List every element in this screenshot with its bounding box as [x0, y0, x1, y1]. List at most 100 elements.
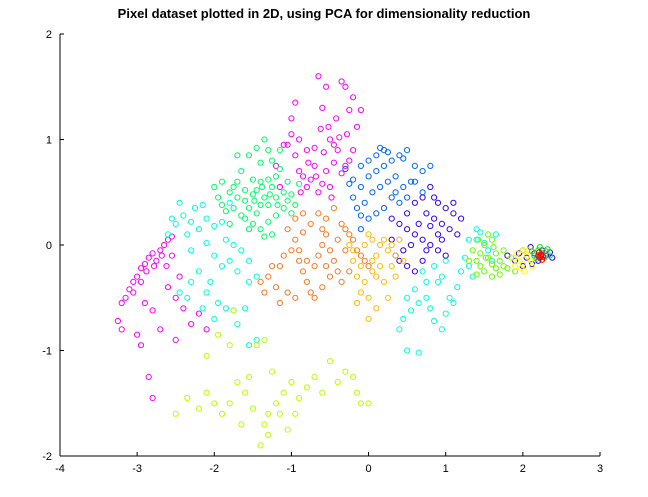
- data-point: [330, 205, 337, 212]
- data-point: [350, 257, 357, 264]
- data-point: [296, 394, 303, 402]
- data-point: [527, 256, 534, 263]
- data-point: [188, 321, 195, 328]
- data-point: [276, 263, 283, 270]
- data-point: [114, 317, 122, 325]
- data-point: [180, 212, 187, 219]
- data-point: [326, 273, 334, 280]
- data-point: [496, 271, 503, 278]
- data-point: [245, 152, 253, 159]
- data-point: [274, 201, 281, 208]
- data-point: [423, 294, 430, 301]
- data-point: [296, 168, 303, 175]
- data-point: [257, 278, 264, 285]
- data-point: [342, 162, 349, 169]
- data-point: [265, 431, 272, 438]
- data-point: [477, 250, 484, 257]
- data-point: [203, 215, 210, 222]
- data-point: [176, 273, 183, 280]
- data-point: [338, 220, 345, 227]
- data-point: [272, 400, 280, 407]
- data-point: [157, 247, 164, 254]
- data-point: [249, 405, 256, 412]
- data-point: [423, 210, 430, 217]
- data-point: [230, 205, 237, 212]
- data-point: [242, 389, 249, 396]
- data-point: [353, 273, 361, 280]
- data-point: [257, 226, 264, 233]
- data-point: [404, 263, 411, 270]
- data-point: [249, 176, 256, 183]
- data-point: [373, 273, 380, 280]
- data-point: [180, 305, 187, 312]
- data-point: [357, 252, 364, 259]
- data-point: [353, 247, 361, 254]
- data-point: [361, 199, 368, 206]
- data-point: [342, 247, 349, 254]
- data-point: [218, 263, 226, 270]
- data-point: [292, 236, 299, 243]
- data-point: [384, 178, 391, 185]
- data-point: [357, 106, 364, 114]
- data-point: [488, 260, 496, 268]
- data-point: [323, 215, 330, 222]
- data-point: [158, 252, 165, 259]
- x-tick-label: -4: [55, 463, 65, 475]
- data-point: [188, 278, 195, 285]
- data-point: [176, 199, 183, 206]
- data-point: [215, 194, 222, 201]
- x-tick-label: 0: [366, 463, 372, 475]
- data-point: [392, 173, 399, 180]
- x-tick-label: -1: [287, 463, 297, 475]
- data-point: [315, 73, 322, 80]
- data-point: [272, 173, 280, 180]
- data-point: [365, 231, 372, 238]
- data-point: [392, 189, 399, 196]
- data-point: [427, 183, 434, 191]
- data-point: [317, 125, 324, 132]
- data-point: [230, 307, 237, 314]
- data-point: [153, 257, 160, 264]
- data-point: [280, 252, 287, 259]
- data-point: [518, 265, 525, 272]
- x-tick-label: 2: [520, 463, 526, 475]
- data-point: [118, 326, 125, 333]
- data-point: [261, 421, 268, 428]
- data-point: [288, 131, 295, 138]
- data-point: [488, 273, 496, 280]
- data-point: [299, 173, 307, 180]
- data-point: [299, 210, 307, 217]
- data-point: [253, 273, 260, 280]
- data-point: [203, 239, 210, 246]
- data-point: [299, 268, 307, 275]
- data-point: [396, 152, 403, 159]
- data-point: [234, 178, 241, 185]
- data-point: [203, 389, 210, 396]
- data-point: [473, 226, 480, 233]
- data-point: [161, 241, 168, 249]
- data-point: [488, 257, 496, 264]
- data-point: [333, 115, 340, 122]
- data-point: [211, 315, 218, 322]
- data-point: [303, 257, 310, 264]
- data-point: [492, 265, 499, 272]
- data-point: [311, 144, 318, 151]
- data-point: [454, 231, 461, 238]
- data-point: [365, 294, 372, 301]
- data-point: [245, 373, 253, 380]
- data-point: [319, 104, 326, 112]
- data-point: [284, 426, 291, 433]
- y-tick-label: -1: [42, 346, 52, 358]
- data-point: [431, 215, 438, 222]
- data-point: [377, 263, 384, 270]
- data-point: [380, 162, 388, 169]
- data-point: [234, 152, 241, 159]
- data-point: [245, 257, 253, 264]
- data-point: [234, 321, 241, 328]
- data-point: [500, 263, 507, 270]
- data-point: [269, 231, 276, 238]
- data-point: [434, 231, 442, 238]
- data-point: [500, 247, 507, 254]
- data-point: [388, 263, 395, 270]
- data-point: [450, 210, 457, 217]
